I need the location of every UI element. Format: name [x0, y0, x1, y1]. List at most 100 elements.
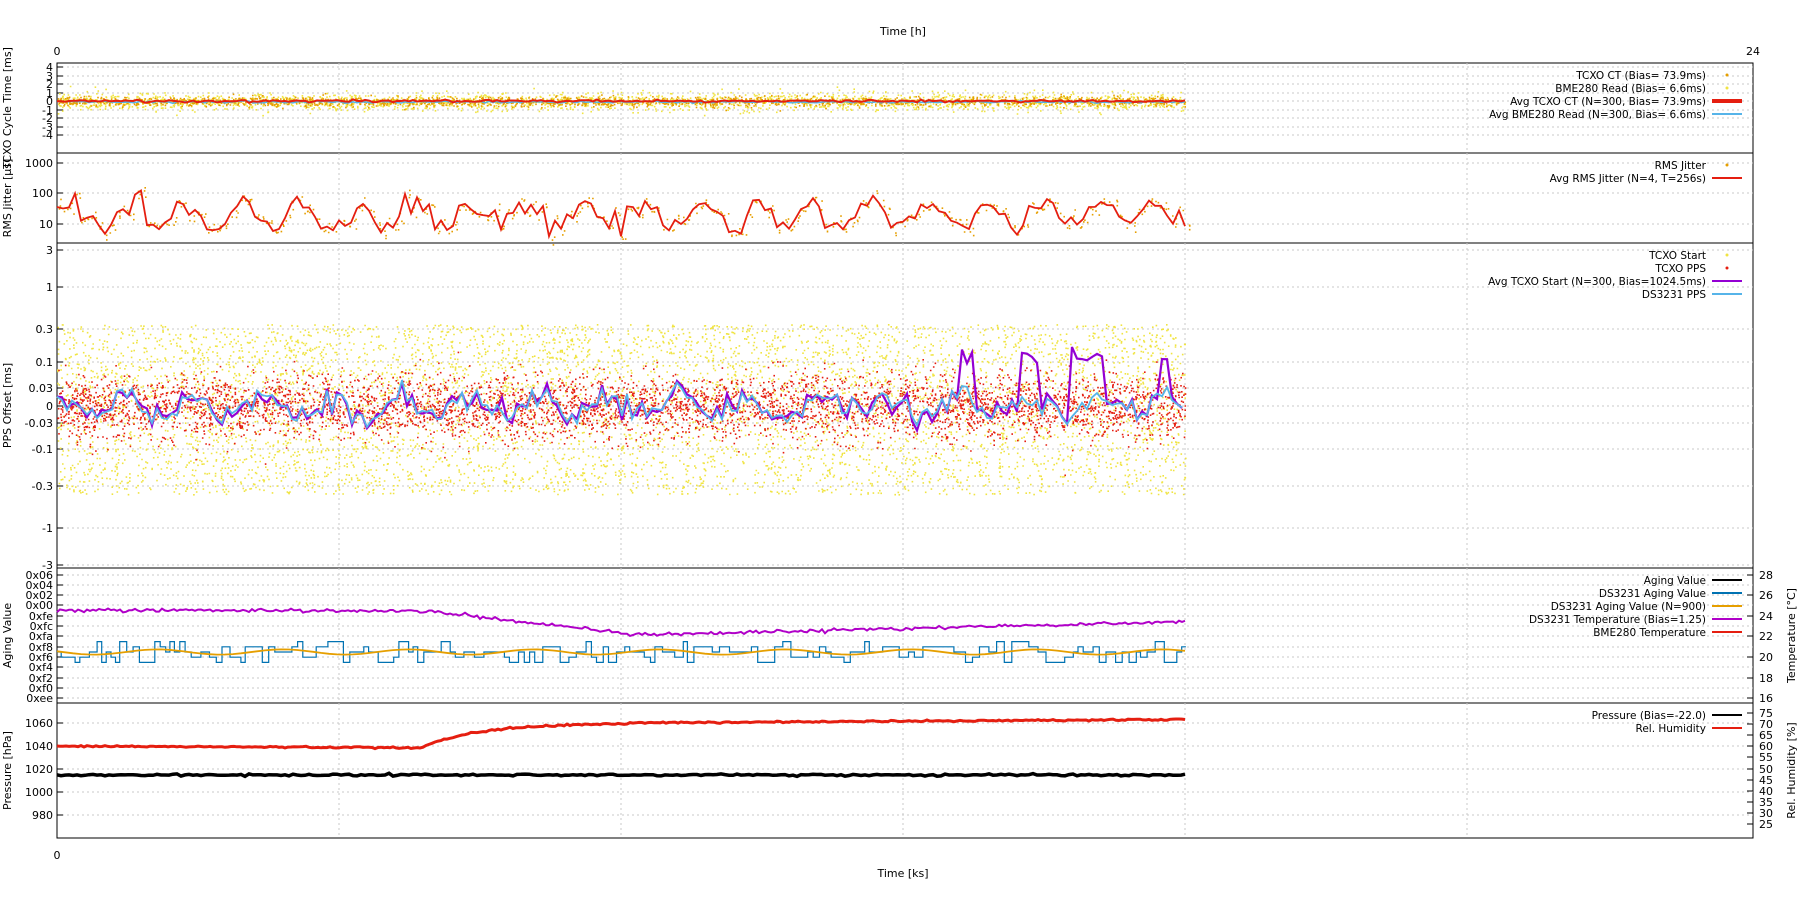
avg-tcxo-ct-line	[56, 98, 1186, 105]
y2-tick-label: 30	[1759, 807, 1773, 820]
y-axis-label: Pressure [hPa]	[1, 731, 14, 810]
legend-marker	[1725, 86, 1729, 90]
top-x-tick-left: 0	[54, 45, 61, 58]
y2-tick-label: 35	[1759, 796, 1773, 809]
legend-label: BME280 Temperature	[1593, 627, 1706, 639]
y-tick-label: 0xfa	[29, 630, 53, 643]
legend-label: DS3231 Aging Value (N=900)	[1551, 601, 1706, 613]
legend-marker	[1725, 266, 1729, 270]
y-tick-label: 1020	[25, 763, 53, 776]
y-tick-label: 1040	[25, 740, 53, 753]
y-tick-label: 0x00	[25, 599, 53, 612]
y2-tick-label: 22	[1759, 630, 1773, 643]
top-x-tick-right: 24	[1746, 45, 1760, 58]
y-tick-label: 0x02	[25, 589, 53, 602]
y2-tick-label: 25	[1759, 818, 1773, 831]
y-tick-label: 3	[46, 244, 53, 257]
legend-label: TCXO PPS	[1654, 263, 1706, 275]
y2-tick-label: 65	[1759, 729, 1773, 742]
y-tick-label: 0x06	[25, 569, 53, 582]
panel-5: 1060 1040 1020 1000 980 757065605550454035302…	[1, 702, 1798, 839]
y-tick-label: -1	[42, 104, 53, 117]
legend-label: Avg BME280 Read (N=300, Bias= 6.6ms)	[1489, 109, 1706, 121]
y2-tick-label: 45	[1759, 774, 1773, 787]
y2-tick-label: 50	[1759, 763, 1773, 776]
y-tick-label: 0xf2	[29, 672, 53, 685]
legend-label: Avg TCXO CT (N=300, Bias= 73.9ms)	[1510, 96, 1706, 108]
series-group	[56, 717, 1186, 779]
legend-label: Avg RMS Jitter (N=4, T=256s)	[1550, 173, 1706, 185]
y-tick-label: 0xf4	[29, 661, 53, 674]
series-group	[56, 607, 1186, 663]
y-tick-label: -3	[42, 121, 53, 134]
y-tick-label: 2	[46, 78, 53, 91]
y2-tick-label: 20	[1759, 651, 1773, 664]
legend-marker	[1725, 73, 1729, 77]
y-tick-label: -0.03	[25, 417, 53, 430]
y-tick-label: 1000	[25, 786, 53, 799]
y2-tick-label: 55	[1759, 751, 1773, 764]
y-tick-label: 0.3	[36, 323, 54, 336]
avg-rms-jitter-line	[56, 188, 1186, 240]
ds3231-aging-value-line	[57, 641, 1186, 663]
y2-tick-label: 16	[1759, 692, 1773, 705]
legend-label: Avg TCXO Start (N=300, Bias=1024.5ms)	[1488, 276, 1706, 288]
y-tick-label: -2	[42, 112, 53, 125]
y-tick-label: -0.3	[32, 480, 53, 493]
legend-label: Pressure (Bias=-22.0)	[1592, 710, 1706, 722]
bottom-x-tick-left: 0	[54, 849, 61, 862]
y-tick-label: -1	[42, 522, 53, 535]
legend-label: Aging Value	[1644, 575, 1706, 587]
ds3231-pps-line	[56, 379, 1183, 429]
legend-label: DS3231 Temperature (Bias=1.25)	[1529, 614, 1706, 626]
legend-label: DS3231 PPS	[1642, 289, 1706, 301]
y-tick-label: -4	[42, 129, 53, 142]
y-tick-label: 0.1	[36, 356, 54, 369]
y-tick-label: 0xfc	[30, 620, 53, 633]
ds3231-aging-avg-line	[56, 648, 1186, 656]
y-tick-label: 10	[39, 218, 53, 231]
y-tick-label: 1	[46, 87, 53, 100]
legend-marker	[1725, 253, 1729, 257]
y2-axis-label: Rel. Humidity [%]	[1785, 722, 1798, 818]
y2-tick-label: 70	[1759, 718, 1773, 731]
y2-tick-label: 18	[1759, 672, 1773, 685]
legend-label: TCXO Start	[1648, 250, 1706, 262]
y-tick-label: 4	[46, 61, 53, 74]
top-x-axis-label: Time [h]	[879, 25, 926, 38]
legend-label: TCXO CT (Bias= 73.9ms)	[1575, 70, 1706, 82]
y-tick-label: 1000	[25, 157, 53, 170]
y-tick-label: 0	[46, 95, 53, 108]
y-tick-label: 0x04	[25, 579, 53, 592]
y-tick-label: 0xfe	[29, 610, 53, 623]
y2-tick-label: 28	[1759, 569, 1773, 582]
y-tick-label: 100	[32, 187, 53, 200]
series-group	[56, 85, 1187, 117]
y2-axis-label: Temperature [°C]	[1785, 588, 1798, 684]
y-tick-label: 1060	[25, 717, 53, 730]
ds3231-temperature-line	[56, 607, 1186, 638]
y-tick-label: 0xf8	[29, 641, 53, 654]
y-tick-label: 980	[32, 809, 53, 822]
y-tick-label: -3	[42, 559, 53, 572]
legend-label: RMS Jitter	[1655, 160, 1707, 172]
legend-label: BME280 Read (Bias= 6.6ms)	[1555, 83, 1706, 95]
y-axis-label: RMS Jitter [µs]	[1, 159, 14, 238]
y2-tick-label: 75	[1759, 707, 1773, 720]
bottom-x-axis-label: Time [ks]	[876, 867, 928, 880]
panel-4: 0x060x040x020x000xfe0xfc0xfa0xf80xf60xf4…	[1, 567, 1798, 705]
legend-label: Rel. Humidity	[1636, 723, 1707, 735]
series-group	[56, 324, 1187, 496]
y-tick-label: -0.1	[32, 443, 53, 456]
rel-humidity-line	[56, 717, 1186, 751]
y-axis-label: TCXO Cycle Time [ms]	[1, 47, 14, 170]
y2-tick-label: 40	[1759, 785, 1773, 798]
y-axis-label: Aging Value	[1, 603, 14, 668]
y-axis-label: PPS Offset [ms]	[1, 363, 14, 448]
pressure-line	[56, 771, 1186, 779]
y-tick-label: 0	[46, 400, 53, 413]
